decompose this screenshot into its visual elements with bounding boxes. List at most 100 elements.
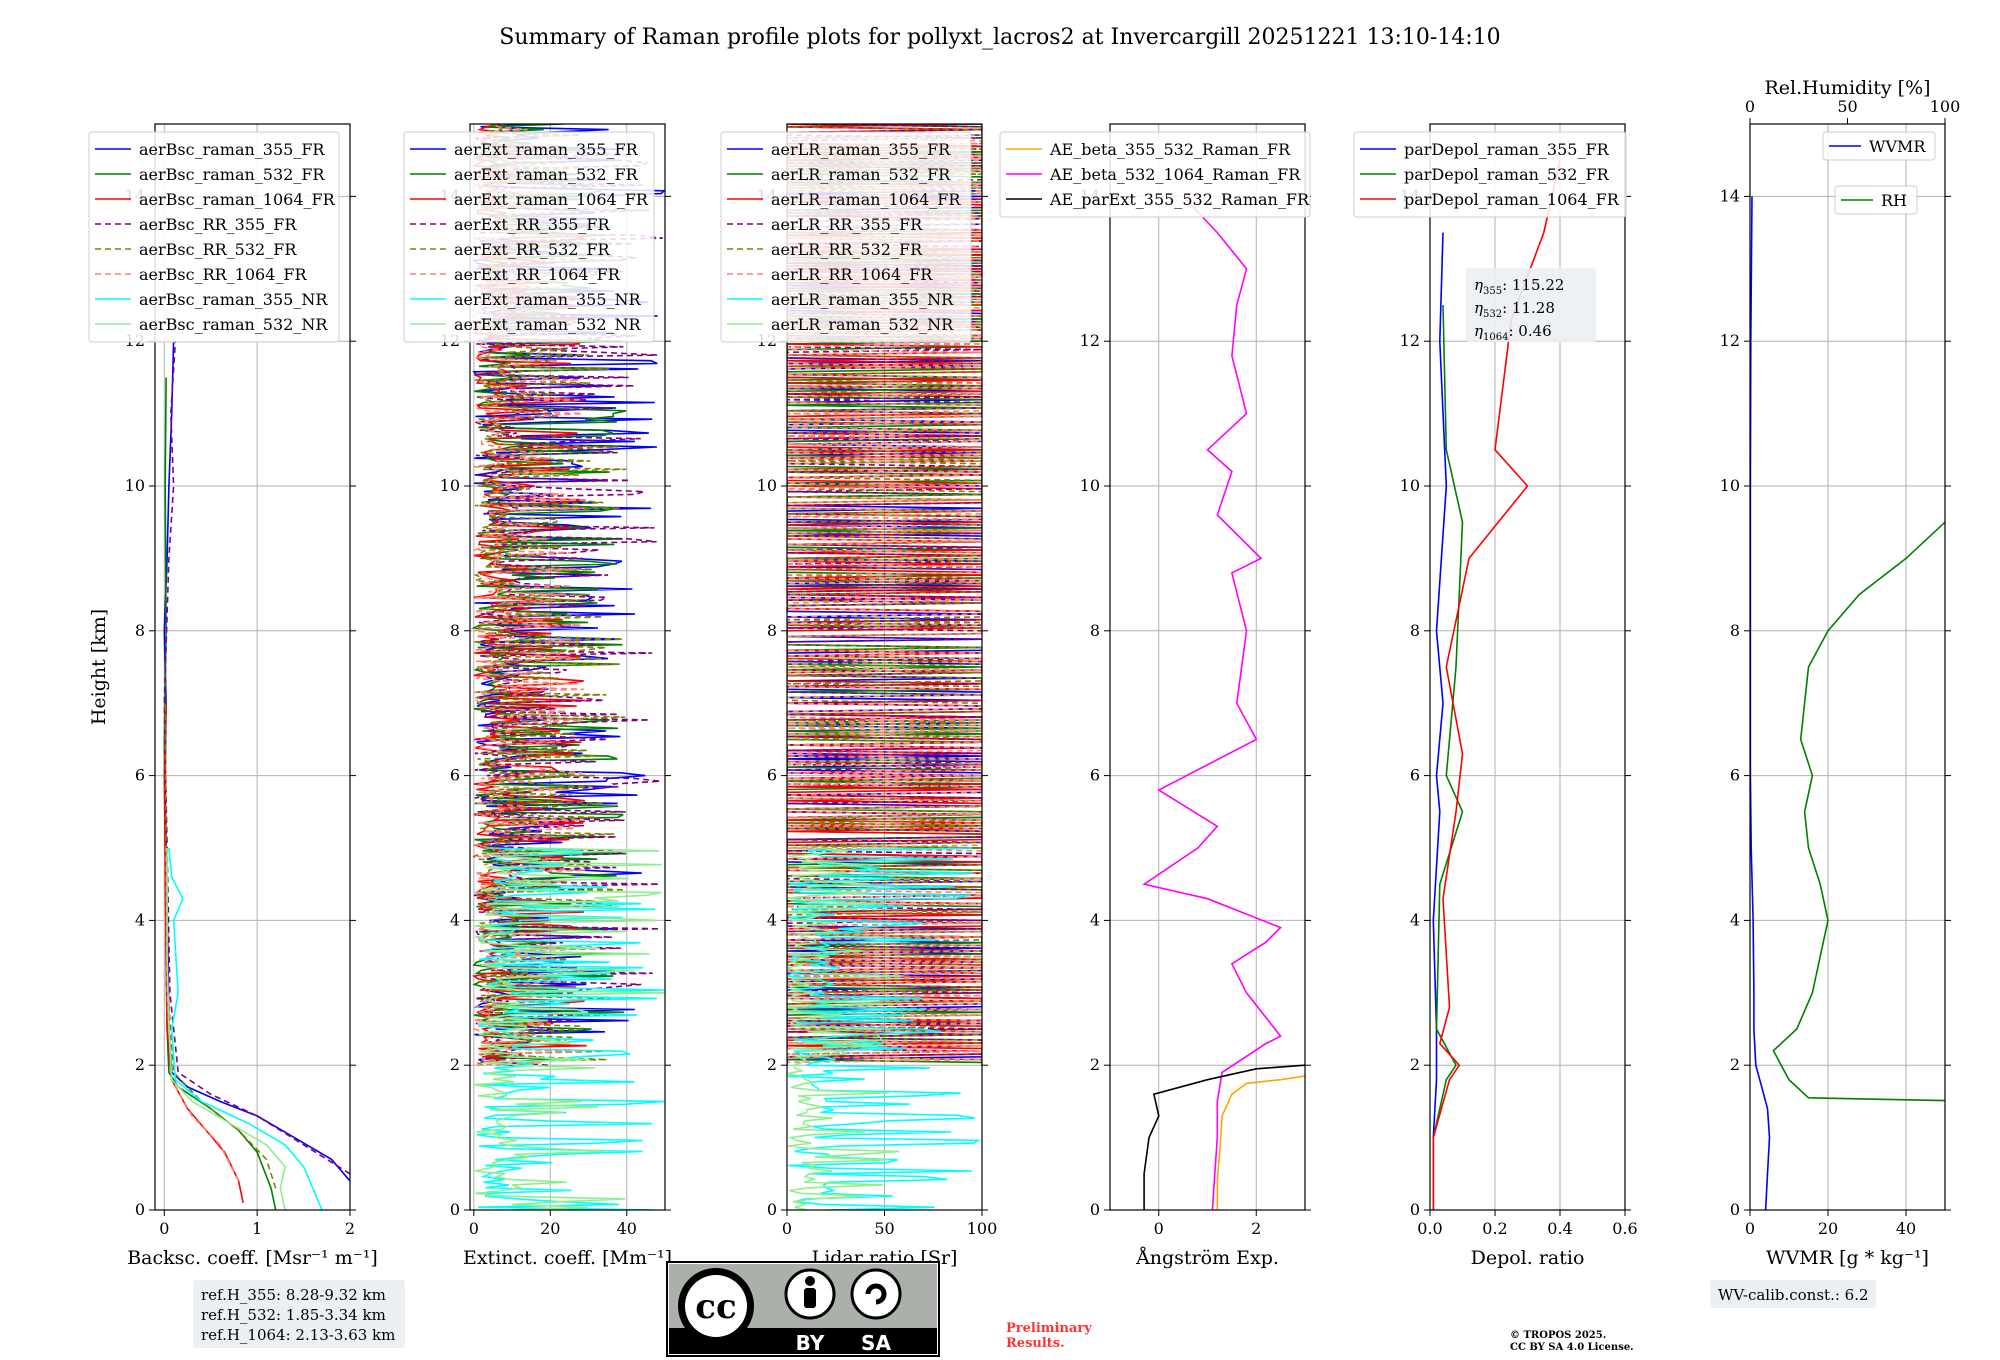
- lr-panel: 05010002468101214Lidar ratio [Sr]aerLR_r…: [720, 123, 997, 1269]
- wv-series-RH: [1772, 521, 1945, 1102]
- ae-ytick-label: 0: [1090, 1200, 1100, 1219]
- person-body-icon: [804, 1288, 816, 1308]
- lr-ytick-label: 6: [767, 766, 777, 785]
- wv-xtick-label: 40: [1896, 1219, 1916, 1238]
- lr-legend-box: [720, 131, 972, 343]
- wv-axes-frame: [1749, 123, 1946, 1211]
- ext-series-aerExt_raman_532_NR: [474, 847, 665, 1210]
- bsc-refh-box: ref.H_355: 8.28-9.32 km ref.H_532: 1.85-3…: [193, 1280, 405, 1348]
- ae-series-AE_parExt_355_532_Raman_FR: [1143, 1064, 1305, 1210]
- ext-ytick-label: 6: [450, 766, 460, 785]
- ext-xtick-label: 0: [469, 1219, 479, 1238]
- panels: 01202468101214Backsc. coeff. [Msr⁻¹ m⁻¹]…: [88, 77, 1961, 1348]
- bsc-axes-frame: [154, 123, 351, 1211]
- wv-panel: 0 20 40 0 2 4 6 8 10 12 14 WVMR [g * kg⁻¹] 0 50 100Rel…: [1710, 77, 1961, 1308]
- bsc-refh-line: ref.H_1064: 2.13-3.63 km: [201, 1326, 395, 1344]
- lr-legend-label: aerLR_raman_355_NR: [771, 290, 954, 309]
- lr-xtick-label: 0: [782, 1219, 792, 1238]
- lr-series-aerLR_RR_355_FR: [787, 124, 982, 1066]
- wv-xtick-label: 20: [1818, 1219, 1838, 1238]
- ae-ytick-label: 4: [1090, 910, 1100, 929]
- bsc-refh-bg: [193, 1280, 405, 1348]
- depol-ytick-label: 8: [1410, 621, 1420, 640]
- bsc-xtick-label: 0: [159, 1219, 169, 1238]
- depol-ytick-label: 12: [1400, 331, 1420, 350]
- wv-top-xtick-label: 50: [1837, 97, 1857, 116]
- depol-legend-label: parDepol_raman_1064_FR: [1404, 190, 1620, 209]
- wv-ytick-label: 8: [1730, 621, 1740, 640]
- ae-plot-area: [1142, 195, 1305, 1210]
- bsc-panel: 01202468101214Backsc. coeff. [Msr⁻¹ m⁻¹]…: [88, 123, 405, 1348]
- ae-legend-label: AE_beta_355_532_Raman_FR: [1049, 140, 1291, 159]
- ext-axes-frame: [469, 123, 666, 1211]
- bsc-legend-box: [88, 131, 340, 343]
- cc-license-badge[interactable]: cc BY SA: [666, 1261, 940, 1357]
- wv-legend-label: RH: [1881, 191, 1907, 210]
- lr-ytick-label: 0: [767, 1200, 777, 1219]
- depol-eta-line: η532: 11.28: [1474, 299, 1555, 320]
- bsc-ytick-label: 0: [135, 1200, 145, 1219]
- bsc-series-aerBsc_RR_355_FR: [163, 341, 350, 1175]
- wv-top-xlabel: Rel.Humidity [%]: [1764, 77, 1930, 99]
- wv-calib-bg: [1710, 1280, 1876, 1308]
- depol-plot-area: [1432, 160, 1561, 1210]
- ext-legend-label: aerExt_raman_1064_FR: [454, 190, 649, 209]
- wv-top-xtick-label: 100: [1930, 97, 1961, 116]
- ae-xtick-label: 2: [1251, 1219, 1261, 1238]
- bsc-legend: aerBsc_raman_355_FR aerBsc_raman_532_FRae…: [88, 131, 340, 343]
- bsc-plot-area: [163, 341, 350, 1210]
- preliminary-line1: Preliminary: [1006, 1321, 1092, 1336]
- wv-ytick-label: 10: [1720, 476, 1740, 495]
- wv-top-xtick-label: 0: [1745, 97, 1755, 116]
- person-head-icon: [805, 1276, 815, 1286]
- sa-arrow-icon: [865, 1283, 887, 1305]
- lr-ytick-label: 2: [767, 1055, 777, 1074]
- ext-legend-box: [403, 131, 655, 343]
- lr-xtick-label: 50: [874, 1219, 894, 1238]
- sa-circle-icon: [850, 1268, 902, 1320]
- lr-legend-label: aerLR_RR_1064_FR: [771, 265, 933, 284]
- bsc-refh-line: ref.H_532: 1.85-3.34 km: [201, 1306, 386, 1324]
- ext-xtick-label: 40: [617, 1219, 637, 1238]
- depol-ytick-label: 10: [1400, 476, 1420, 495]
- bsc-ytick-label: 8: [135, 621, 145, 640]
- depol-ytick-label: 2: [1410, 1055, 1420, 1074]
- depol-panel: 0.00.20.40.602468101214Depol. ratioparDe…: [1353, 123, 1638, 1269]
- ae-ytick-label: 8: [1090, 621, 1100, 640]
- lr-legend-label: aerLR_raman_532_FR: [771, 165, 951, 184]
- bsc-ytick-label: 10: [125, 476, 145, 495]
- bsc-legend-label: aerBsc_RR_1064_FR: [139, 265, 308, 284]
- by-label: BY: [796, 1331, 825, 1355]
- bsc-legend-label: aerBsc_RR_532_FR: [139, 240, 297, 259]
- ae-ytick-label: 6: [1090, 766, 1100, 785]
- ext-ytick-label: 2: [450, 1055, 460, 1074]
- wv-ytick-label: 12: [1720, 331, 1740, 350]
- bsc-series-aerBsc_raman_355_NR: [168, 847, 323, 1210]
- ext-legend: aerExt_raman_355_FR aerExt_raman_532_FRae…: [403, 131, 655, 343]
- lr-legend: aerLR_raman_355_FR aerLR_raman_532_FR aerL…: [720, 131, 972, 343]
- depol-xtick-label: 0.2: [1482, 1219, 1507, 1238]
- ae-legend: AE_beta_355_532_Raman_FR AE_beta_532_1064…: [999, 131, 1311, 218]
- depol-axes-frame: [1429, 123, 1626, 1211]
- wv-series-WVMR: [1750, 196, 1771, 1210]
- ae-series-AE_beta_355_532_Raman_FR: [1216, 1075, 1305, 1210]
- ext-legend-label: aerExt_raman_532_NR: [454, 315, 642, 334]
- lr-legend-label: aerLR_RR_532_FR: [771, 240, 923, 259]
- bsc-series-aerBsc_raman_532_NR: [166, 848, 286, 1210]
- bsc-xlabel: Backsc. coeff. [Msr⁻¹ m⁻¹]: [127, 1247, 378, 1269]
- bsc-ytick-label: 4: [135, 910, 145, 929]
- cc-circle-inner: [685, 1275, 747, 1337]
- ext-series-aerExt_raman_355_NR: [476, 847, 665, 1210]
- ext-legend-label: aerExt_RR_355_FR: [454, 215, 611, 234]
- sa-label: SA: [861, 1331, 891, 1355]
- ext-ytick-label: 10: [440, 476, 460, 495]
- cc-letters: cc: [695, 1287, 736, 1327]
- ext-series-aerExt_RR_1064_FR: [472, 124, 588, 1066]
- copyright-line1: © TROPOS 2025.: [1510, 1330, 1606, 1341]
- lr-ytick-label: 4: [767, 910, 777, 929]
- wv-legend: WVMR RH: [1822, 131, 1936, 215]
- wv-calib-label: WV-calib.const.: 6.2: [1718, 1286, 1869, 1304]
- lr-legend-label: aerLR_RR_355_FR: [771, 215, 923, 234]
- depol-ytick-label: 6: [1410, 766, 1420, 785]
- ext-legend-label: aerExt_raman_532_FR: [454, 165, 639, 184]
